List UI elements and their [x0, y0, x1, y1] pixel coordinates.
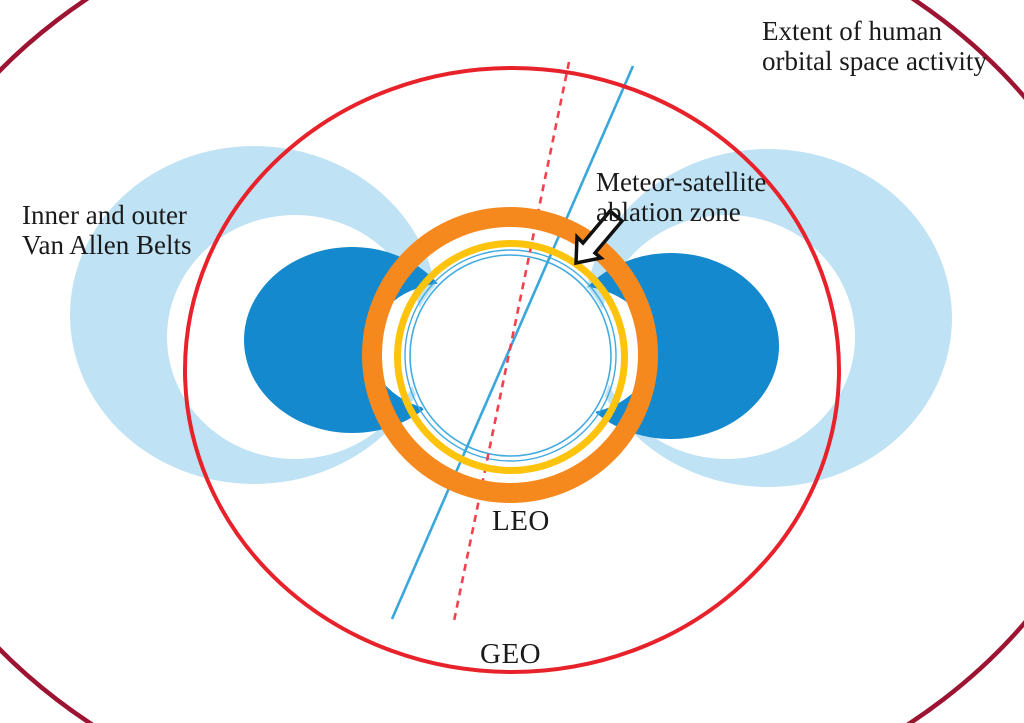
extent-label-line1: Extent of human — [762, 16, 942, 46]
earth-outline-circle — [409, 254, 612, 457]
earth-disc — [408, 253, 613, 458]
ablation-label-line1: Meteor-satellite — [596, 167, 767, 197]
van-allen-outer-belt-left — [70, 146, 438, 484]
orbit-inclination-line — [390, 65, 635, 620]
leo-ring — [362, 207, 658, 503]
ablation-label: Meteor-satellite ablation zone — [596, 167, 766, 227]
ablation-arrow-icon — [574, 208, 625, 266]
extent-label-line2: orbital space activity — [762, 46, 987, 77]
ablation-zone-ring — [394, 240, 628, 474]
van-allen-label: Inner and outer Van Allen Belts — [22, 200, 192, 260]
atmosphere-outline-circle — [404, 249, 617, 462]
geo-orbit-circle — [183, 66, 841, 674]
van-allen-label-line2: Van Allen Belts — [22, 230, 192, 261]
extent-label: Extent of human orbital space activity — [762, 16, 987, 76]
van-allen-label-line1: Inner and outer — [22, 200, 187, 230]
van-allen-outer-belt-right — [584, 149, 952, 487]
leo-label: LEO — [492, 505, 550, 537]
axis-dashed-line — [452, 61, 571, 622]
ablation-label-line2: ablation zone — [596, 197, 741, 228]
geo-label: GEO — [480, 638, 542, 670]
